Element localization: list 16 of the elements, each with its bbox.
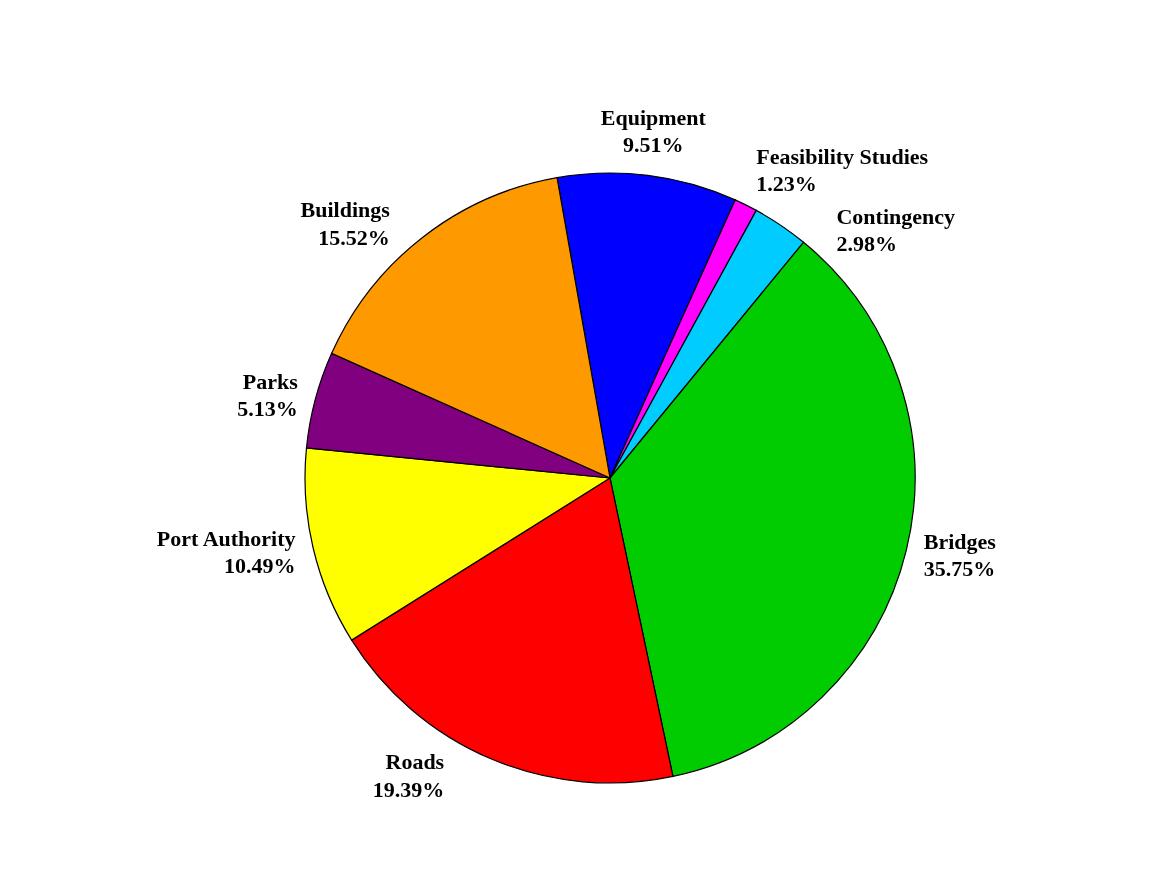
data-label: 2.98% xyxy=(836,231,897,257)
data-label: 35.75% xyxy=(923,556,996,582)
slice-label: Equipment xyxy=(600,104,707,130)
slice-label: Parks xyxy=(242,368,299,394)
slice-label: Contingency xyxy=(836,203,956,229)
slice-label: Port Authority xyxy=(156,525,296,551)
data-label: 1.23% xyxy=(756,171,817,197)
data-label: 10.49% xyxy=(224,553,296,579)
data-label: 15.52% xyxy=(318,224,390,250)
data-label: 19.39% xyxy=(372,776,445,802)
data-label: 5.13% xyxy=(237,396,298,422)
slice-label: Roads xyxy=(385,749,445,775)
slice-label: Buildings xyxy=(300,197,391,223)
slice-label: Feasibility Studies xyxy=(756,143,929,169)
slice-label: Bridges xyxy=(923,528,997,554)
data-label: 9.51% xyxy=(623,132,684,158)
